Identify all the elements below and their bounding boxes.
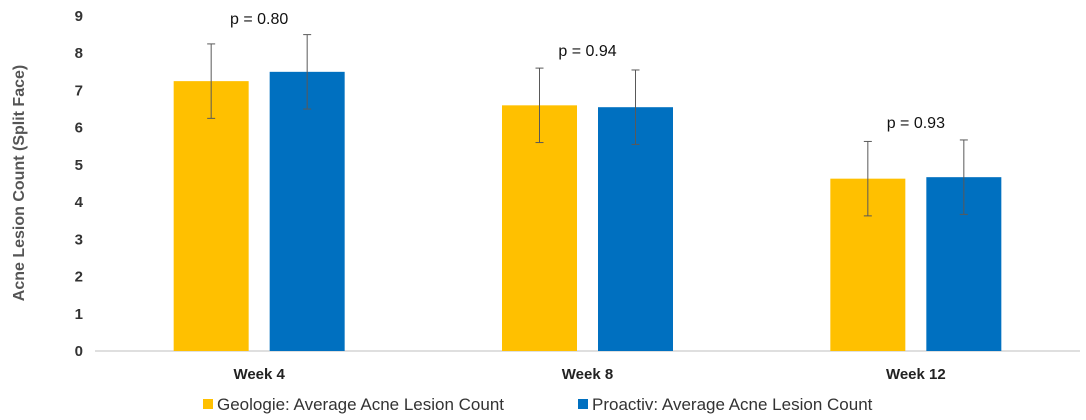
y-tick-label: 2 xyxy=(75,269,83,286)
error-bar xyxy=(535,67,544,144)
y-tick-label: 3 xyxy=(75,231,83,248)
error-bar xyxy=(207,43,216,119)
bar-geologie-week-4 xyxy=(173,81,249,351)
bar-proactiv-week-4 xyxy=(269,71,345,351)
error-bar xyxy=(863,140,872,217)
p-value-annotations: p = 0.80 p = 0.94 p = 0.93 xyxy=(230,11,945,132)
y-axis-ticks: 0 1 2 3 4 5 6 7 8 9 xyxy=(75,8,84,360)
y-tick-label: 1 xyxy=(75,306,83,323)
p-value-label: p = 0.94 xyxy=(558,43,616,60)
x-category-label: Week 4 xyxy=(233,366,285,383)
y-tick-label: 7 xyxy=(75,82,83,99)
bar-geologie-week-8 xyxy=(502,105,577,351)
bar-proactiv-week-8 xyxy=(598,107,673,351)
bars xyxy=(173,71,1002,351)
x-axis-categories: Week 4 Week 8 Week 12 xyxy=(233,366,945,383)
legend-swatch xyxy=(203,399,213,409)
y-tick-label: 9 xyxy=(75,8,83,25)
p-value-label: p = 0.93 xyxy=(887,115,945,132)
p-value-label: p = 0.80 xyxy=(230,11,288,28)
legend-item: Proactiv: Average Acne Lesion Count xyxy=(578,395,873,414)
x-category-label: Week 8 xyxy=(562,366,613,383)
legend-swatch xyxy=(578,399,588,409)
y-tick-label: 8 xyxy=(75,45,83,62)
legend-label: Geologie: Average Acne Lesion Count xyxy=(217,395,504,414)
y-tick-label: 0 xyxy=(75,343,83,360)
error-bar xyxy=(631,69,640,145)
legend-label: Proactiv: Average Acne Lesion Count xyxy=(592,395,873,414)
y-axis-label: Acne Lesion Count (Split Face) xyxy=(11,65,28,301)
y-tick-label: 5 xyxy=(75,157,83,174)
error-bar xyxy=(303,34,312,110)
error-bars xyxy=(207,34,968,217)
x-category-label: Week 12 xyxy=(886,366,946,383)
error-bar xyxy=(959,139,968,215)
y-tick-label: 6 xyxy=(75,120,83,137)
legend-item: Geologie: Average Acne Lesion Count xyxy=(203,395,504,414)
legend: Geologie: Average Acne Lesion Count Proac… xyxy=(203,395,873,414)
y-tick-label: 4 xyxy=(75,194,84,211)
